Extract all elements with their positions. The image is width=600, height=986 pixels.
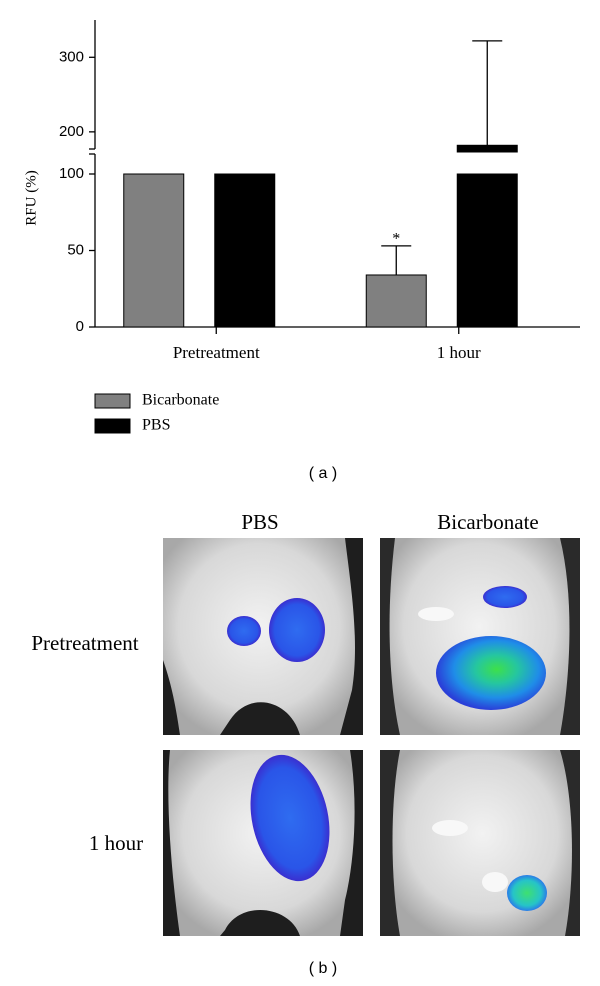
bar — [123, 173, 185, 328]
image-pbs-pretreatment — [163, 538, 363, 735]
x-tick-label: 1 hour — [437, 343, 481, 362]
y-axis-label: RFU (%) — [23, 170, 39, 225]
column-label: PBS — [241, 510, 278, 534]
row-label: 1 hour — [89, 831, 143, 855]
column-label: Bicarbonate — [437, 510, 538, 534]
caption: ( a ) — [309, 465, 337, 482]
image-pbs-1-hour — [163, 750, 363, 936]
row-label: Pretreatment — [31, 631, 138, 655]
bar — [365, 274, 427, 328]
y-tick-label: 200 — [59, 123, 84, 140]
y-tick-label: 50 — [67, 241, 84, 258]
bar — [456, 173, 518, 328]
annotation: * — [392, 231, 400, 248]
image-bicarbonate-1-hour — [380, 750, 580, 936]
bar — [214, 173, 276, 328]
legend-swatch — [94, 393, 131, 409]
y-tick-label: 0 — [76, 318, 84, 335]
legend-label: PBS — [142, 417, 170, 434]
legend-label: Bicarbonate — [142, 392, 219, 409]
legend-swatch — [94, 418, 131, 434]
caption: ( b ) — [309, 960, 337, 977]
y-tick-label: 300 — [59, 48, 84, 65]
bar — [456, 144, 518, 153]
image-bicarbonate-pretreatment — [380, 538, 580, 735]
x-tick-label: Pretreatment — [173, 343, 260, 362]
y-tick-label: 100 — [59, 165, 84, 182]
